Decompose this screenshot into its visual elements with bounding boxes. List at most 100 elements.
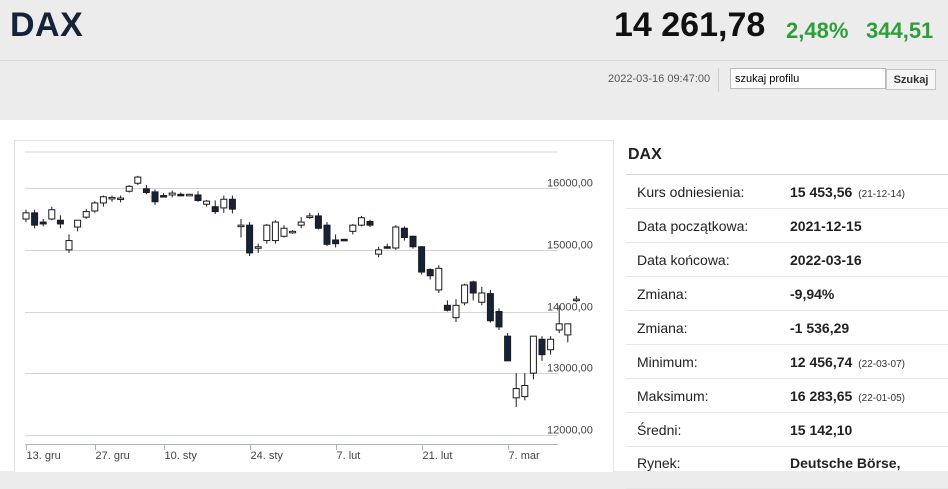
info-title-divider bbox=[626, 174, 948, 175]
candle-up bbox=[117, 197, 125, 201]
candle-up bbox=[99, 196, 107, 204]
stats-value: -9,94% bbox=[790, 276, 948, 311]
stats-value-main: 16 283,65 bbox=[790, 387, 853, 404]
candle-up bbox=[564, 323, 572, 336]
candle-up bbox=[237, 224, 245, 228]
candle-up bbox=[280, 227, 288, 237]
stats-value: 16 283,65 (22-01-05) bbox=[790, 378, 948, 413]
candle-up bbox=[220, 198, 228, 209]
profile-search-input[interactable] bbox=[730, 68, 886, 89]
candle-up bbox=[289, 230, 297, 234]
candle-down bbox=[504, 335, 512, 362]
candle-down bbox=[177, 193, 185, 197]
stats-label: Maksimum: bbox=[626, 378, 790, 413]
main-content: 16000,00 15000,00 14000,00 13000,00 12000,00… bbox=[0, 120, 948, 489]
candle-up bbox=[512, 388, 520, 399]
change-percent: 2,48% bbox=[786, 18, 849, 43]
price-chart[interactable]: 16000,00 15000,00 14000,00 13000,00 12000,00… bbox=[14, 140, 614, 472]
candle-up bbox=[375, 249, 383, 255]
stats-row: Data początkowa: 2021-12-15 bbox=[626, 208, 948, 243]
candle-down bbox=[246, 224, 254, 254]
x-tick-label: 10. sty bbox=[165, 450, 198, 462]
stats-value: 12 456,74 (22-03-07) bbox=[790, 344, 948, 379]
candle-up bbox=[74, 219, 82, 228]
candle-down bbox=[228, 198, 236, 210]
current-price: 14 261,78 bbox=[614, 6, 766, 44]
candle-down bbox=[443, 304, 451, 311]
stats-value: Deutsche Börse, bbox=[790, 446, 948, 489]
candle-up bbox=[263, 224, 271, 242]
candle-down bbox=[194, 194, 202, 202]
candle-up bbox=[203, 200, 211, 205]
stats-label: Zmiana: bbox=[626, 276, 790, 311]
candle-up bbox=[22, 212, 30, 220]
candle-down bbox=[418, 246, 426, 273]
candle-up bbox=[521, 385, 529, 398]
stats-value-main: 15 453,56 bbox=[790, 183, 853, 200]
stats-value-date: (22-01-05) bbox=[858, 392, 905, 404]
candle-up bbox=[547, 338, 555, 351]
stats-value: 2022-03-16 bbox=[790, 242, 948, 277]
stats-row: Maksimum: 16 283,65 (22-01-05) bbox=[626, 378, 948, 413]
candle-down bbox=[366, 220, 374, 226]
stats-value: 15 142,10 bbox=[790, 412, 948, 447]
x-tick-label: 13. gru bbox=[27, 450, 61, 462]
candle-up bbox=[185, 193, 193, 197]
stats-value-main: 2022-03-16 bbox=[790, 251, 862, 268]
stats-value-main: 2021-12-15 bbox=[790, 217, 862, 234]
candle-down bbox=[151, 191, 159, 203]
stats-label: Rynek: bbox=[626, 446, 790, 489]
candle-up bbox=[461, 284, 469, 304]
candle-up bbox=[349, 224, 357, 232]
header-divider bbox=[0, 60, 948, 61]
candle-down bbox=[323, 224, 331, 245]
candle-up bbox=[392, 226, 400, 249]
candle-down bbox=[142, 188, 150, 193]
stats-value: 15 453,56 (21-12-14) bbox=[790, 175, 948, 209]
y-tick-label: 15000,00 bbox=[547, 240, 593, 252]
candle-down bbox=[409, 235, 417, 248]
stats-row: Minimum: 12 456,74 (22-03-07) bbox=[626, 344, 948, 379]
search-button[interactable]: Szukaj bbox=[886, 69, 936, 90]
candle-up bbox=[555, 323, 563, 331]
candle-down bbox=[495, 311, 503, 328]
candle-down bbox=[31, 212, 39, 226]
y-tick-label: 13000,00 bbox=[547, 363, 593, 375]
candle-up bbox=[254, 246, 262, 249]
x-tick-label: 24. sty bbox=[251, 450, 284, 462]
candle-down bbox=[538, 338, 546, 356]
stats-row: Rynek: Deutsche Börse, bbox=[626, 446, 948, 489]
stats-row: Średni: 15 142,10 bbox=[626, 412, 948, 447]
candle-up bbox=[108, 196, 116, 200]
candle-down bbox=[486, 293, 494, 322]
stats-row: Zmiana: -1 536,29 bbox=[626, 310, 948, 345]
stats-label: Zmiana: bbox=[626, 310, 790, 345]
candle-up bbox=[134, 176, 142, 184]
candle-up bbox=[82, 211, 90, 218]
stats-value-main: -9,94% bbox=[790, 285, 835, 302]
candle-down bbox=[211, 206, 219, 213]
x-tick-label: 27. gru bbox=[96, 450, 130, 462]
stats-label: Data początkowa: bbox=[626, 208, 790, 243]
x-tick-label: 7. lut bbox=[337, 450, 361, 462]
candle-up bbox=[65, 240, 73, 251]
candle-down bbox=[400, 227, 408, 238]
stats-value: -1 536,29 bbox=[790, 310, 948, 345]
stats-value-date: (22-03-07) bbox=[858, 358, 905, 370]
stats-value-date: (21-12-14) bbox=[858, 188, 905, 200]
candle-up bbox=[357, 217, 365, 226]
quote-header: DAX 14 261,78 2,48% 344,51 2022-03-16 09… bbox=[0, 0, 948, 100]
info-panel: DAX Kurs odniesienia: 15 453,56 (21-12-14)… bbox=[626, 140, 948, 489]
instrument-title: DAX bbox=[10, 6, 84, 44]
stats-value: 2021-12-15 bbox=[790, 208, 948, 243]
toolbar-separator bbox=[718, 68, 719, 92]
candle-up bbox=[572, 298, 580, 302]
candle-up bbox=[271, 221, 279, 242]
stats-label: Średni: bbox=[626, 412, 790, 447]
stats-label: Minimum: bbox=[626, 344, 790, 379]
stats-value-main: 15 142,10 bbox=[790, 421, 853, 438]
stats-value-main: 12 456,74 bbox=[790, 353, 853, 370]
y-tick-label: 14000,00 bbox=[547, 302, 593, 314]
candle-up bbox=[125, 185, 133, 192]
candle-up bbox=[91, 202, 99, 212]
